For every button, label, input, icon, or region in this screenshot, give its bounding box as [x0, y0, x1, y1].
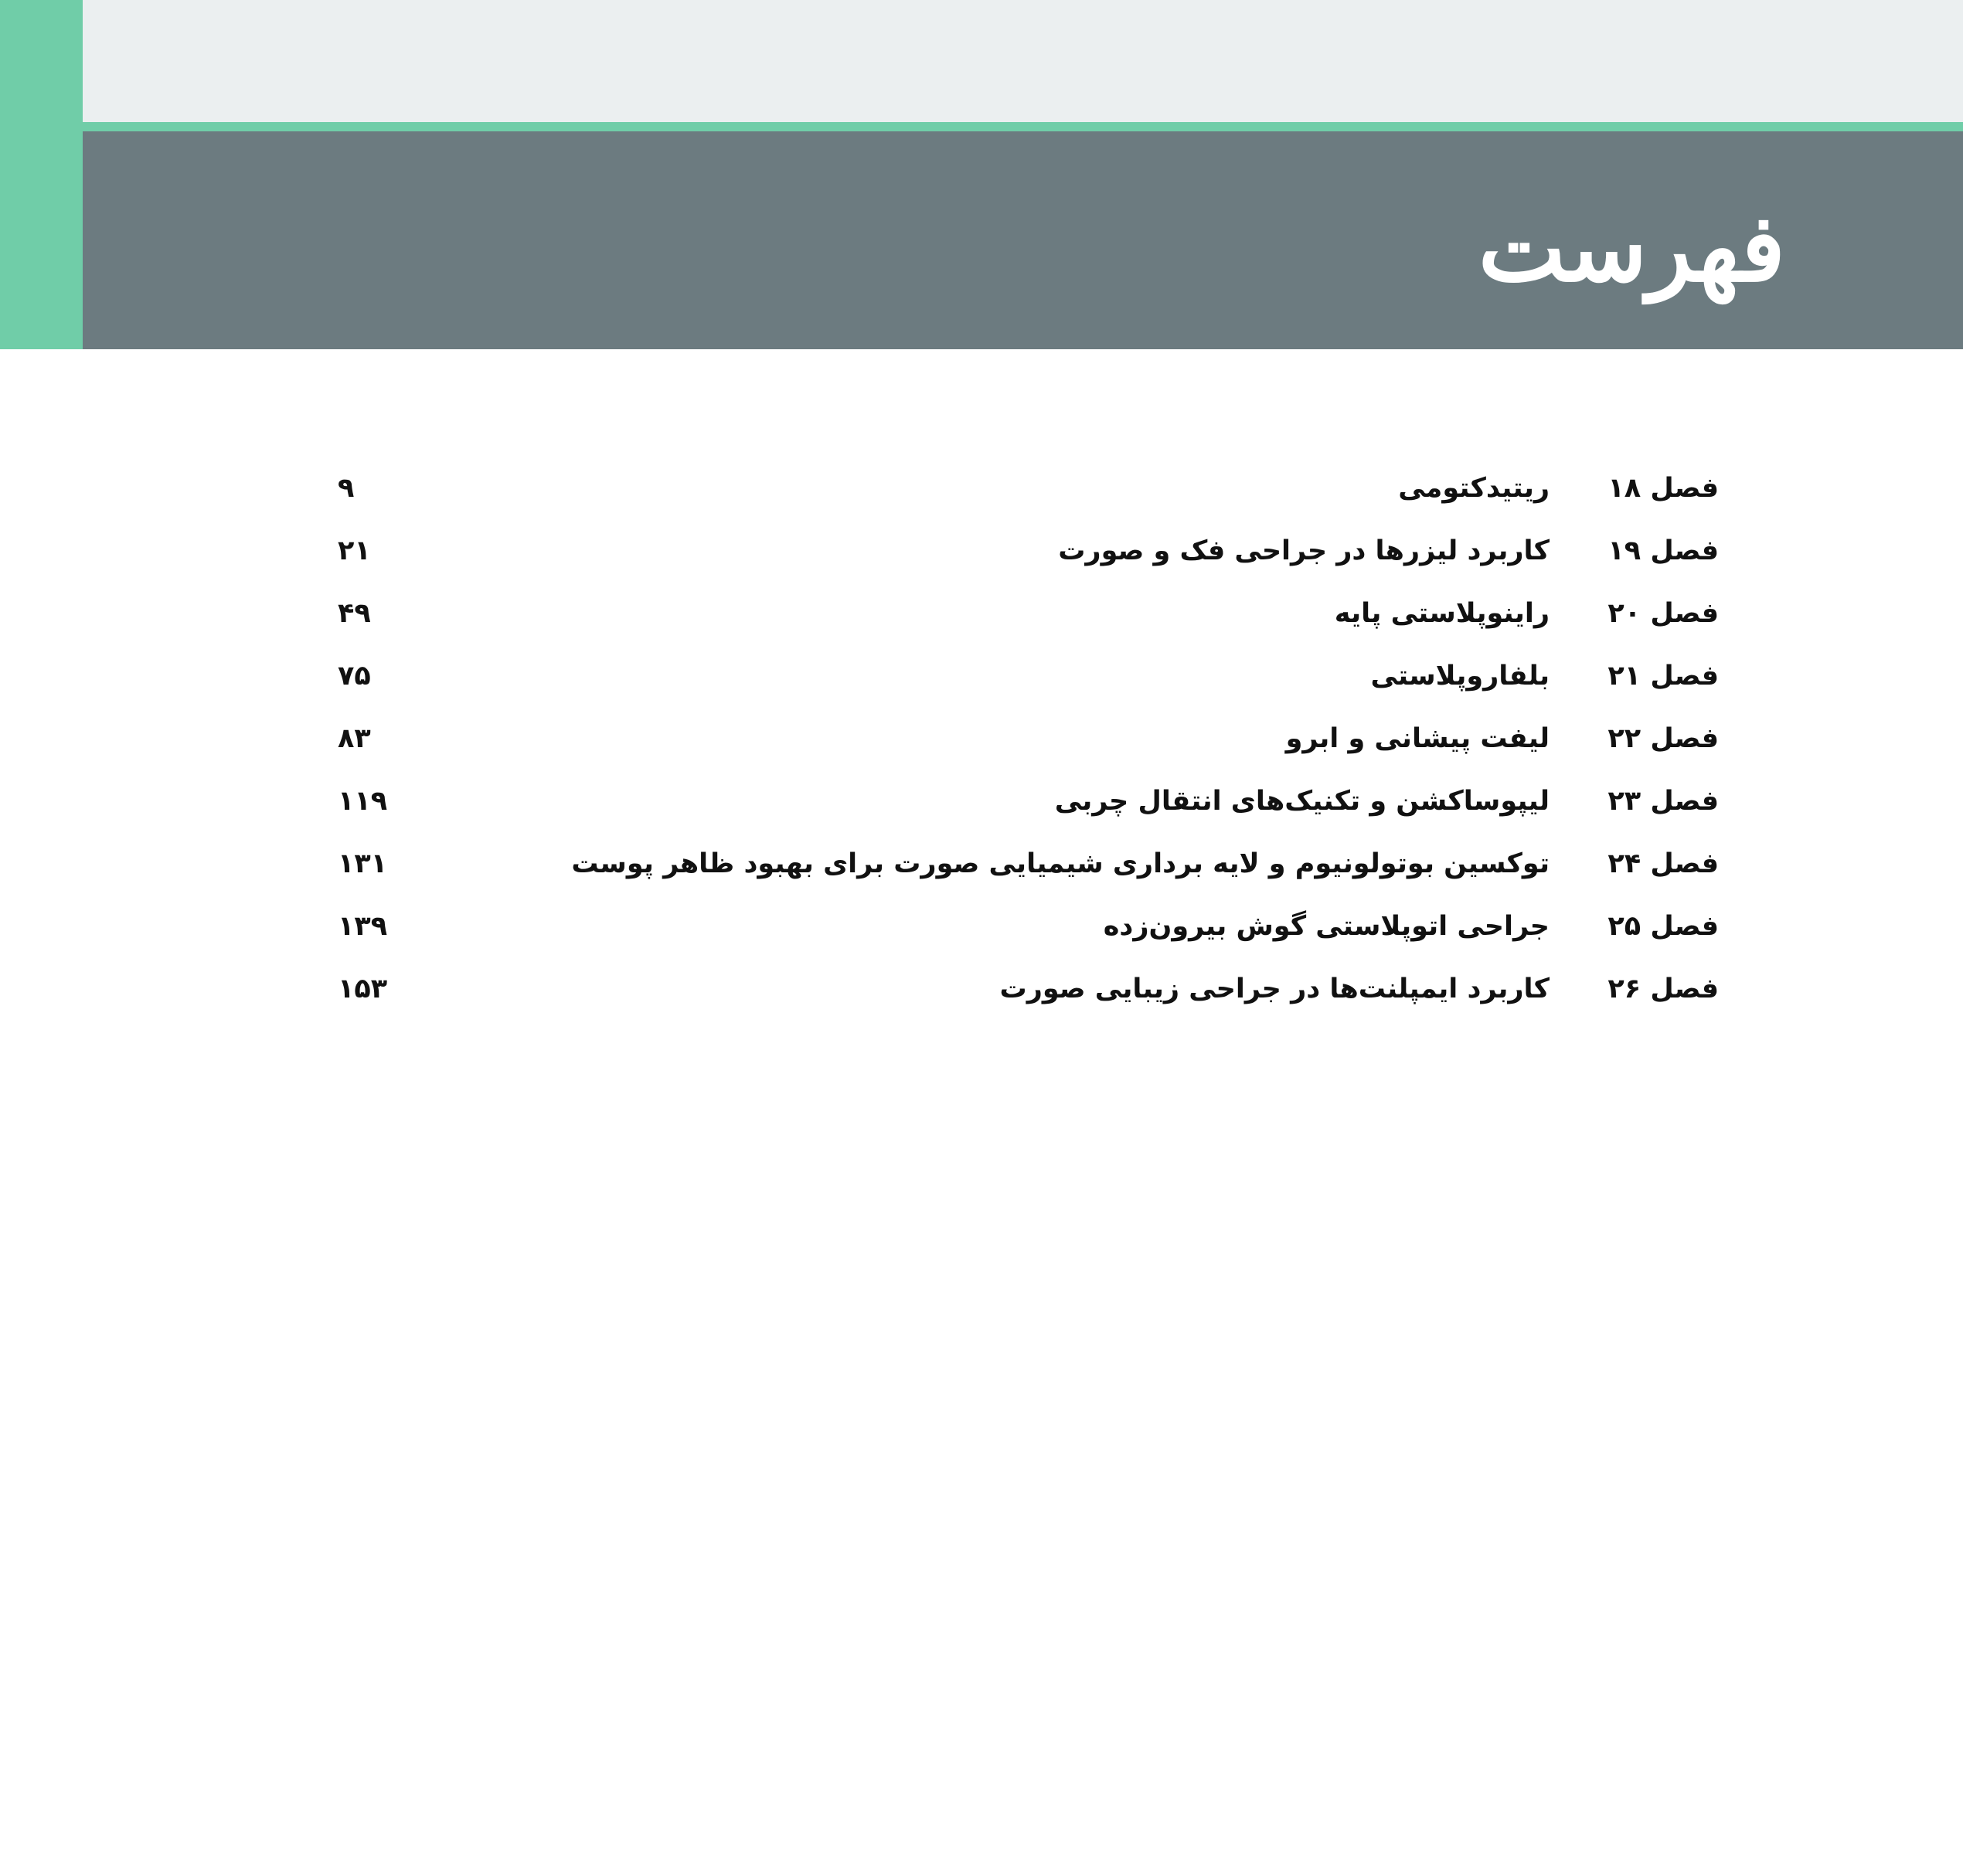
header-accent-line [83, 122, 1963, 131]
toc-entry[interactable]: فصل ۲۱ بلفاروپلاستی ۷۵ [0, 661, 1963, 723]
chapter-number: فصل ۲۴ [1607, 848, 1719, 879]
page-number: ۱۳۱ [338, 848, 388, 879]
toc-entry[interactable]: فصل ۱۹ کاربرد لیزرها در جراحی فک و صورت ۲۱ [0, 535, 1963, 598]
chapter-number: فصل ۱۸ [1607, 473, 1719, 504]
page-number: ۹ [338, 473, 355, 504]
page-number: ۲۱ [338, 535, 371, 566]
toc-entry[interactable]: فصل ۲۰ راینوپلاستی پایه ۴۹ [0, 598, 1963, 661]
toc-entry[interactable]: فصل ۲۲ لیفت پیشانی و ابرو ۸۳ [0, 723, 1963, 786]
page-number: ۷۵ [338, 661, 371, 692]
chapter-number: فصل ۲۵ [1607, 911, 1719, 942]
chapter-title: بلفاروپلاستی [1370, 661, 1550, 692]
page-title: فهرست [1478, 194, 1785, 303]
page-number: ۱۵۳ [338, 974, 388, 1004]
chapter-number: فصل ۲۲ [1607, 723, 1719, 754]
page-number: ۱۱۹ [338, 786, 388, 817]
header-top-strip [83, 0, 1963, 122]
header-band [83, 131, 1963, 349]
chapter-number: فصل ۱۹ [1607, 535, 1719, 566]
toc-entry[interactable]: فصل ۲۴ توکسین بوتولونیوم و لایه برداری شی… [0, 848, 1963, 911]
chapter-title: کاربرد لیزرها در جراحی فک و صورت [1058, 535, 1550, 566]
chapter-number: فصل ۲۱ [1607, 661, 1719, 692]
side-accent-bar [0, 0, 83, 349]
page-number: ۴۹ [338, 598, 371, 629]
chapter-number: فصل ۲۰ [1607, 598, 1719, 629]
page-number: ۱۳۹ [338, 911, 388, 942]
page-number: ۸۳ [338, 723, 371, 754]
chapter-title: لیپوساکشن و تکنیک‌های انتقال چربی [1054, 786, 1550, 817]
chapter-title: کاربرد ایمپلنت‌ها در جراحی زیبایی صورت [999, 974, 1550, 1004]
chapter-title: ریتیدکتومی [1398, 473, 1550, 504]
chapter-number: فصل ۲۶ [1607, 974, 1719, 1004]
chapter-title: لیفت پیشانی و ابرو [1285, 723, 1550, 754]
table-of-contents: فصل ۱۸ ریتیدکتومی ۹ فصل ۱۹ کاربرد لیزرها در … [0, 473, 1963, 1036]
toc-entry[interactable]: فصل ۲۵ جراحی اتوپلاستی گوش بیرون‌زده ۱۳۹ [0, 911, 1963, 974]
chapter-title: توکسین بوتولونیوم و لایه برداری شیمیایی … [571, 848, 1550, 879]
toc-entry[interactable]: فصل ۱۸ ریتیدکتومی ۹ [0, 473, 1963, 535]
chapter-number: فصل ۲۳ [1607, 786, 1719, 817]
toc-entry[interactable]: فصل ۲۶ کاربرد ایمپلنت‌ها در جراحی زیبایی … [0, 974, 1963, 1036]
chapter-title: جراحی اتوپلاستی گوش بیرون‌زده [1103, 911, 1550, 942]
chapter-title: راینوپلاستی پایه [1334, 598, 1550, 629]
toc-entry[interactable]: فصل ۲۳ لیپوساکشن و تکنیک‌های انتقال چربی ۱… [0, 786, 1963, 848]
